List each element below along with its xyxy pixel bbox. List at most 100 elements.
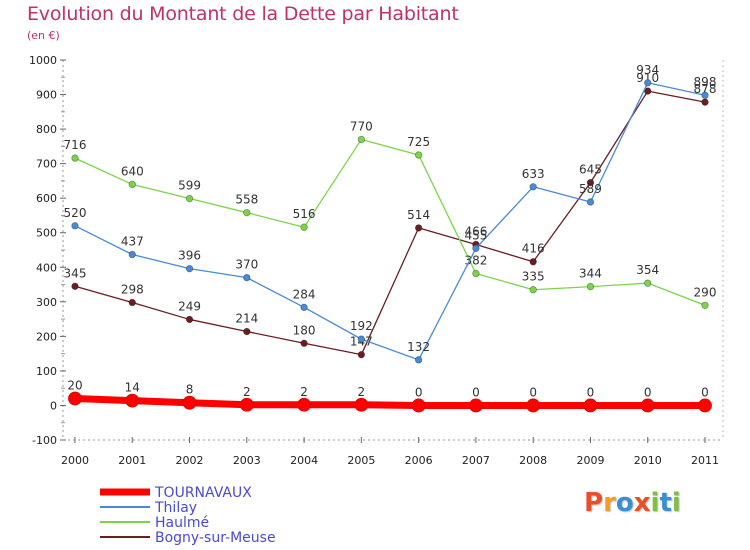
data-point <box>644 79 652 87</box>
legend-entry: Thilay <box>100 500 197 516</box>
data-point <box>357 135 366 144</box>
data-label: 345 <box>64 266 87 280</box>
y-tick-label: 700 <box>36 158 57 171</box>
data-label: 878 <box>694 82 717 96</box>
series-bogny-sur-meuse: 345298249214180147514466416645910878 <box>64 71 717 359</box>
series-line <box>74 395 705 409</box>
data-label: 725 <box>407 135 430 149</box>
data-point <box>357 335 366 343</box>
data-label: 14 <box>125 381 140 395</box>
data-point <box>414 224 423 232</box>
data-point <box>701 301 709 309</box>
logo-letter: r <box>603 488 616 518</box>
y-tick-label: -100 <box>32 434 57 447</box>
data-label: 558 <box>235 193 258 207</box>
legend-label: TOURNAVAUX <box>154 485 252 501</box>
series-haulm-: 716 640 599 558 516 770 725 382 335 344 354 290 <box>64 119 717 309</box>
data-label: 910 <box>636 71 659 85</box>
data-point <box>529 258 537 266</box>
data-label: 20 <box>67 379 82 393</box>
data-label: 180 <box>293 323 316 337</box>
data-point <box>469 398 483 413</box>
data-point <box>300 303 308 312</box>
data-label: 633 <box>522 167 545 181</box>
x-tick-label: 2009 <box>576 454 604 467</box>
data-label: 455 <box>464 228 487 242</box>
data-label: 290 <box>694 285 717 299</box>
data-point <box>243 327 251 336</box>
data-point <box>71 222 79 230</box>
axes: -100010020030040050060070080090010002000… <box>29 54 724 467</box>
logo-letter: o <box>615 488 634 518</box>
data-label: 514 <box>407 208 430 222</box>
data-point <box>71 154 79 162</box>
x-tick-label: 2002 <box>176 454 204 467</box>
data-label: 0 <box>587 385 595 399</box>
proxiti-logo: Proxiti <box>584 488 681 518</box>
series-layer: 3452982492141801475144664166459108787166… <box>64 63 717 413</box>
data-label: 8 <box>186 383 194 397</box>
data-point <box>526 398 541 413</box>
data-point <box>472 269 480 278</box>
data-point <box>414 356 423 364</box>
legend-label: Haulmé <box>155 515 209 531</box>
legend-entry: TOURNAVAUX <box>100 485 252 501</box>
data-label: 520 <box>64 206 87 220</box>
data-label: 589 <box>579 182 602 196</box>
data-label: 0 <box>529 385 537 399</box>
data-point <box>701 98 709 106</box>
logo-letter: i <box>650 488 660 518</box>
series-thilay: 520 437 396 370 284 192 132 455 633 589 934 898 <box>64 63 716 364</box>
data-label: 437 <box>121 234 144 248</box>
legend-entry: Haulmé <box>100 515 209 531</box>
series-line <box>74 90 706 356</box>
x-tick-label: 2006 <box>405 454 433 467</box>
legend-label: Bogny-sur-Meuse <box>155 530 276 546</box>
x-tick-label: 2008 <box>519 454 547 467</box>
data-label: 0 <box>644 385 652 399</box>
data-label: 934 <box>636 63 659 77</box>
data-point <box>297 397 311 412</box>
data-point <box>701 91 709 99</box>
data-label: 132 <box>407 340 430 354</box>
data-label: 2 <box>358 385 366 399</box>
data-point <box>185 194 194 203</box>
y-tick-label: 600 <box>36 192 57 205</box>
x-tick-label: 2001 <box>118 454 146 467</box>
y-tick-label: 100 <box>36 365 57 378</box>
data-point <box>640 398 655 413</box>
x-tick-label: 2010 <box>634 454 662 467</box>
data-point <box>354 397 369 412</box>
data-label: 214 <box>235 312 258 326</box>
chart-title: Evolution du Montant de la Dette par Hab… <box>27 3 459 25</box>
data-point <box>185 264 194 273</box>
data-point <box>586 178 595 187</box>
data-point <box>698 398 712 413</box>
series-line <box>74 138 706 306</box>
data-label: 0 <box>701 385 709 399</box>
data-label: 382 <box>464 253 487 267</box>
data-label: 770 <box>350 119 373 133</box>
data-label: 0 <box>472 385 480 399</box>
data-label: 354 <box>636 263 659 277</box>
logo-letter: P <box>584 488 604 518</box>
data-point <box>529 286 537 294</box>
data-point <box>128 250 136 259</box>
data-label: 645 <box>579 163 602 177</box>
data-label: 249 <box>178 299 201 313</box>
x-tick-label: 2007 <box>462 454 490 467</box>
data-label: 599 <box>178 179 201 193</box>
legend-label: Thilay <box>154 500 197 516</box>
data-point <box>239 397 254 412</box>
logo-letter: t <box>659 488 672 518</box>
logo-letter: x <box>633 488 651 518</box>
y-tick-label: 800 <box>36 123 57 136</box>
data-point <box>71 282 79 290</box>
data-label: 335 <box>522 270 545 284</box>
x-tick-label: 2005 <box>347 454 375 467</box>
data-point <box>586 282 595 291</box>
data-point <box>182 395 197 410</box>
x-tick-label: 2011 <box>691 454 719 467</box>
data-point <box>128 180 136 189</box>
